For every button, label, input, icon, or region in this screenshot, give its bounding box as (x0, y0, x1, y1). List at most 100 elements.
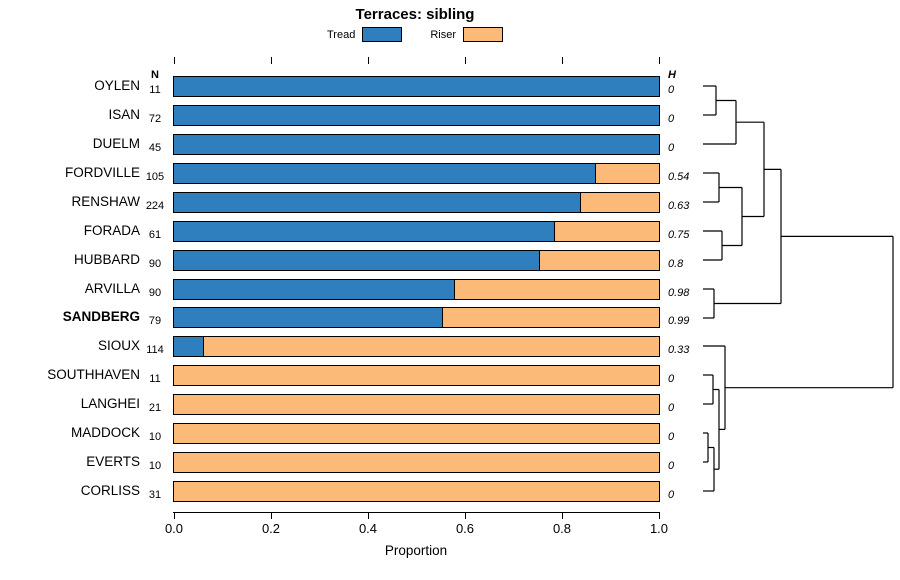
row-label: SIOUX (97, 338, 140, 354)
stacked-bar (173, 76, 660, 97)
row-label: HUBBARD (73, 251, 140, 267)
n-column-header: N (151, 69, 159, 81)
stacked-bar (173, 365, 660, 387)
row-n-value: 224 (145, 199, 165, 212)
legend-item-tread: Tread (327, 27, 403, 42)
row-n-value: 11 (149, 373, 161, 386)
tread-segment (174, 279, 455, 299)
x-axis-title: Proportion (384, 543, 448, 558)
tread-segment (174, 250, 540, 270)
tread-segment (174, 192, 581, 212)
row-label: FORDVILLE (64, 164, 140, 180)
stacked-bar (173, 249, 660, 271)
row-h-value: 0 (668, 141, 675, 154)
x-axis-tick-top (367, 57, 369, 64)
row-label: FORADA (83, 222, 140, 238)
x-axis-tick-top (270, 57, 272, 64)
row-n-value: 105 (145, 170, 165, 183)
legend-label-tread: Tread (327, 28, 356, 41)
x-axis-tick-label: 0.2 (261, 521, 281, 536)
row-h-value: 0 (668, 489, 675, 502)
row-h-value: 0 (668, 460, 675, 473)
row-h-value: 0.8 (668, 257, 684, 270)
row-h-value: 0 (668, 84, 675, 96)
row-h-value: 0.54 (668, 170, 690, 183)
stacked-bar (173, 423, 660, 445)
row-n-value: 90 (148, 286, 162, 299)
row-label: SOUTHHAVEN (47, 367, 140, 383)
row-h-value: 0.99 (668, 315, 690, 328)
row-n-value: 45 (148, 141, 162, 154)
row-n-value: 21 (148, 402, 162, 415)
tread-segment (174, 77, 659, 96)
row-h-value: 0 (668, 373, 675, 386)
row-label: ARVILLA (84, 280, 140, 296)
row-label: MADDOCK (70, 425, 140, 441)
row-label: LANGHEI (80, 396, 140, 412)
row-label: SANDBERG (62, 309, 140, 325)
row-n-value: 72 (148, 112, 162, 125)
x-axis-tick-bottom (367, 513, 369, 519)
row-n-value: 61 (148, 228, 162, 241)
x-axis-tick-top (173, 57, 175, 64)
row-n-value: 79 (148, 315, 162, 328)
row-label: OYLEN (94, 78, 140, 93)
x-axis-tick-label: 0.8 (552, 521, 572, 536)
row-n-value: 114 (146, 344, 164, 357)
x-axis-tick-label: 1.0 (649, 521, 669, 536)
row-n-value: 90 (148, 257, 162, 270)
row-h-value: 0.33 (668, 344, 690, 357)
stacked-bar (173, 307, 660, 329)
stacked-bar (173, 191, 660, 213)
stacked-bar (173, 133, 660, 155)
row-label: EVERTS (86, 454, 140, 470)
x-axis-tick-top (658, 57, 660, 64)
stacked-bar (173, 278, 660, 300)
row-label: CORLISS (80, 483, 140, 499)
row-h-value: 0.75 (668, 228, 690, 241)
x-axis-tick-label: 0.6 (455, 521, 475, 536)
stacked-bar (173, 336, 660, 358)
tread-segment (174, 337, 204, 357)
row-h-value: 0 (668, 402, 675, 415)
x-axis-tick-label: 0.4 (358, 521, 378, 536)
x-axis-tick-bottom (270, 513, 272, 519)
x-axis-tick-bottom (464, 513, 466, 519)
row-label: DUELM (92, 135, 140, 151)
row-label: RENSHAW (71, 193, 140, 209)
tread-segment (174, 105, 659, 125)
row-h-value: 0.63 (668, 199, 690, 212)
x-axis-tick-label: 0.0 (164, 521, 184, 536)
x-axis-line (173, 512, 660, 513)
legend: Tread Riser (130, 27, 700, 42)
stacked-bar (173, 452, 660, 474)
row-h-value: 0.98 (668, 286, 690, 299)
legend-item-riser: Riser (430, 27, 503, 42)
tread-segment (174, 221, 555, 241)
row-n-value: 10 (148, 460, 162, 473)
x-axis-tick-bottom (561, 513, 563, 519)
tread-segment (174, 308, 443, 328)
row-h-value: 0 (668, 431, 675, 444)
tread-swatch (362, 27, 403, 42)
stacked-bar (173, 104, 660, 126)
row-n-value: 11 (149, 84, 161, 96)
row-h-value: 0 (668, 112, 675, 125)
x-axis-tick-top (464, 57, 466, 64)
chart-title: Terraces: sibling (355, 6, 475, 23)
h-column-header: H (668, 69, 676, 81)
stacked-bar (173, 394, 660, 416)
x-axis-tick-bottom (173, 513, 175, 519)
tread-segment (174, 163, 596, 183)
stacked-bar (173, 481, 660, 503)
row-n-value: 31 (148, 489, 162, 502)
stacked-bar (173, 162, 660, 184)
x-axis-tick-bottom (658, 513, 660, 519)
legend-label-riser: Riser (430, 28, 456, 41)
stacked-bar (173, 220, 660, 242)
tread-segment (174, 134, 659, 154)
row-label: ISAN (108, 106, 140, 122)
x-axis-tick-top (561, 57, 563, 64)
row-n-value: 10 (148, 431, 162, 444)
